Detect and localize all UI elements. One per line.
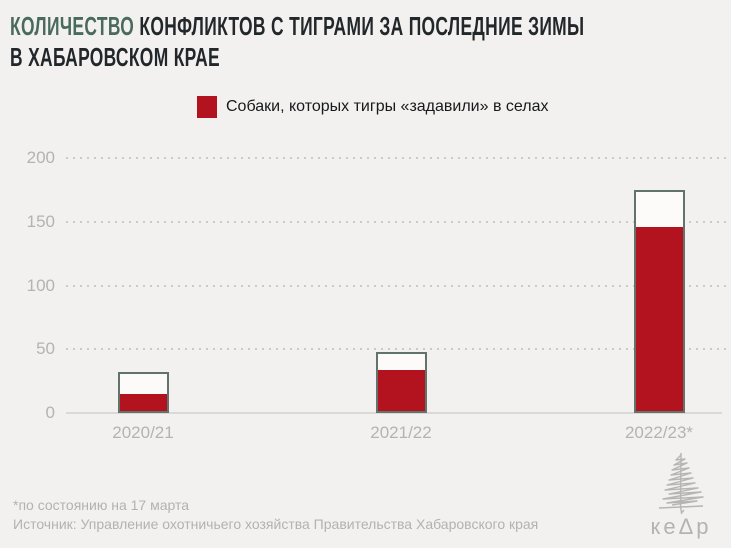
gridline-100 xyxy=(66,284,726,287)
footnote-source: Источник: Управление охотничьего хозяйст… xyxy=(13,516,539,532)
title-line1: КОЛИЧЕСТВО КОНФЛИКТОВ С ТИГРАМИ ЗА ПОСЛЕ… xyxy=(10,11,584,42)
legend: Собаки, которых тигры «задавили» в селах xyxy=(197,96,549,118)
gridline-200 xyxy=(66,157,726,159)
gridline-150 xyxy=(66,220,726,223)
y-axis-tick-label: 200 xyxy=(26,148,55,167)
bar-fill-dogs-2021/22 xyxy=(377,369,425,411)
page-title: КОЛИЧЕСТВО КОНФЛИКТОВ С ТИГРАМИ ЗА ПОСЛЕ… xyxy=(10,11,584,73)
legend-swatch-red xyxy=(197,96,217,118)
x-axis-category-label: 2020/21 xyxy=(112,423,174,442)
bar-fill-dogs-2022/23* xyxy=(635,226,683,411)
title-accent-word: КОЛИЧЕСТВО xyxy=(10,11,135,41)
x-axis-baseline xyxy=(66,412,722,414)
bar-total-2020/21 xyxy=(117,372,169,413)
bar-total-2021/22 xyxy=(375,351,427,413)
title-line2: В ХАБАРОВСКОМ КРАЕ xyxy=(10,42,220,72)
title-line1-rest: КОНФЛИКТОВ С ТИГРАМИ ЗА ПОСЛЕДНИЕ ЗИМЫ xyxy=(134,11,585,41)
y-axis-tick-label: 150 xyxy=(26,211,55,231)
bar-fill-dogs-2020/21 xyxy=(119,393,167,411)
footnote-asterisk: *по состоянию на 17 марта xyxy=(13,497,190,513)
y-axis-tick-label: 0 xyxy=(45,403,55,422)
y-axis-tick-label: 100 xyxy=(26,275,55,295)
y-axis-tick-label: 50 xyxy=(36,339,55,359)
kedr-wordmark: кеΔр xyxy=(650,514,712,539)
x-axis-category-label: 2022/23* xyxy=(624,423,694,442)
bar-total-2022/23* xyxy=(633,189,685,413)
kedr-logo: кеΔр xyxy=(637,451,725,538)
legend-label: Собаки, которых тигры «задавили» в селах xyxy=(226,98,549,115)
x-axis-category-label: 2021/22 xyxy=(370,423,432,442)
scribble-cedar-tree-icon xyxy=(637,451,725,515)
gridline-50 xyxy=(66,348,726,351)
